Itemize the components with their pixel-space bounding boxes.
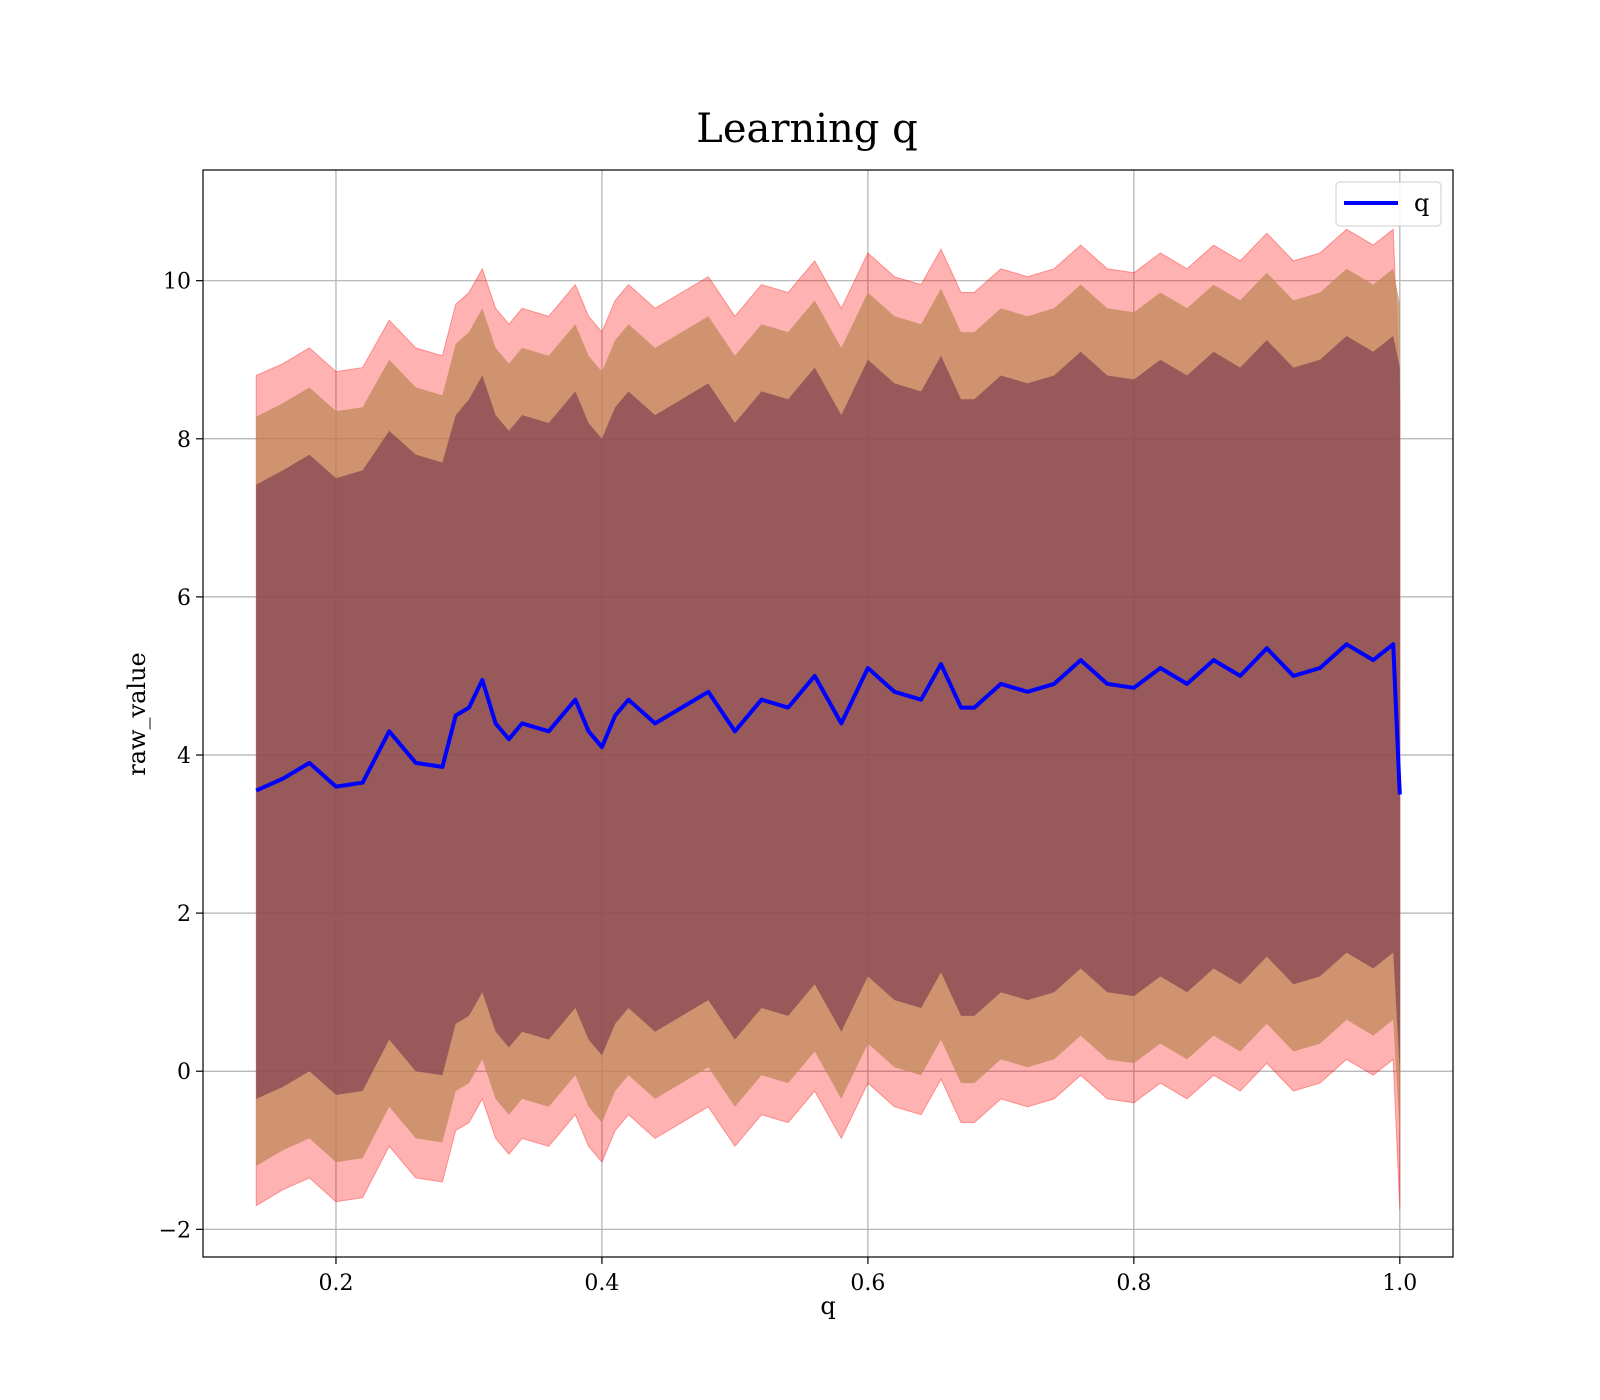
y-axis-label: raw_value xyxy=(123,652,151,776)
legend: q xyxy=(1335,181,1442,227)
plot-frame xyxy=(202,169,1454,1258)
y-tick-label: 2 xyxy=(177,902,191,927)
x-tick-label: 0.8 xyxy=(1116,1271,1151,1296)
series-line-q xyxy=(255,642,1402,795)
y-tick-label: 4 xyxy=(177,744,191,769)
x-tick-label: 1.0 xyxy=(1382,1271,1417,1296)
y-tick-label: 0 xyxy=(177,1060,191,1085)
y-tick-label: 10 xyxy=(163,270,191,295)
y-tick-label: 6 xyxy=(177,586,191,611)
series xyxy=(255,642,1402,795)
band-inner xyxy=(256,336,1400,1099)
x-tick-label: 0.6 xyxy=(850,1271,885,1296)
y-tick-label: −2 xyxy=(159,1218,191,1243)
x-tick-label: 0.2 xyxy=(318,1271,353,1296)
x-tick-label: 0.4 xyxy=(584,1271,619,1296)
plot-area: 0.2 0.4 0.6 0.8 1.0 −2 0 2 4 6 8 10 xyxy=(159,169,1454,1296)
y-axis-ticks: −2 0 2 4 6 8 10 xyxy=(159,270,203,1243)
x-axis-label: q xyxy=(820,1292,835,1320)
y-tick-label: 8 xyxy=(177,428,191,453)
confidence-bands xyxy=(255,228,1401,1210)
legend-label-q: q xyxy=(1414,189,1429,217)
x-axis-ticks: 0.2 0.4 0.6 0.8 1.0 xyxy=(318,1257,1417,1296)
chart-title: Learning q xyxy=(696,106,917,152)
